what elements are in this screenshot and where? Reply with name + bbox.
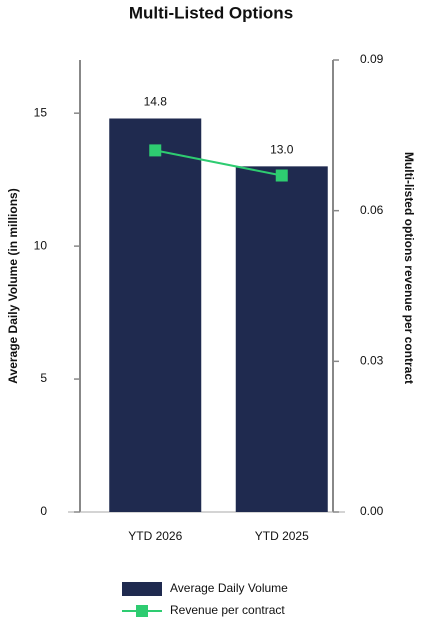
bar — [109, 118, 202, 513]
y-tick-label: 5 — [40, 371, 47, 385]
line-marker — [275, 169, 288, 182]
y2-tick-label: 0.09 — [360, 52, 384, 66]
y2-tick-label: 0.06 — [360, 203, 384, 217]
y2-axis-title: Multi-listed options revenue per contrac… — [402, 152, 416, 384]
y-tick-label: 15 — [34, 105, 48, 119]
chart-title: Multi-Listed Options — [129, 3, 293, 22]
legend-label: Revenue per contract — [170, 603, 285, 617]
legend-label: Average Daily Volume — [170, 581, 288, 595]
y-tick-label: 0 — [40, 504, 47, 518]
y2-tick-label: 0.03 — [360, 354, 384, 368]
x-tick-label: YTD 2025 — [255, 529, 309, 543]
legend-marker — [136, 605, 148, 617]
value-label: 14.8 — [144, 95, 168, 109]
legend-swatch — [122, 582, 162, 596]
line — [155, 149, 282, 177]
y-axis-title: Average Daily Volume (in millions) — [6, 188, 20, 383]
bar — [235, 166, 328, 512]
value-label: 13.0 — [270, 143, 294, 157]
y-tick-label: 10 — [34, 238, 48, 252]
y2-tick-label: 0.00 — [360, 504, 384, 518]
x-tick-label: YTD 2026 — [128, 529, 182, 543]
line-marker — [149, 144, 162, 157]
